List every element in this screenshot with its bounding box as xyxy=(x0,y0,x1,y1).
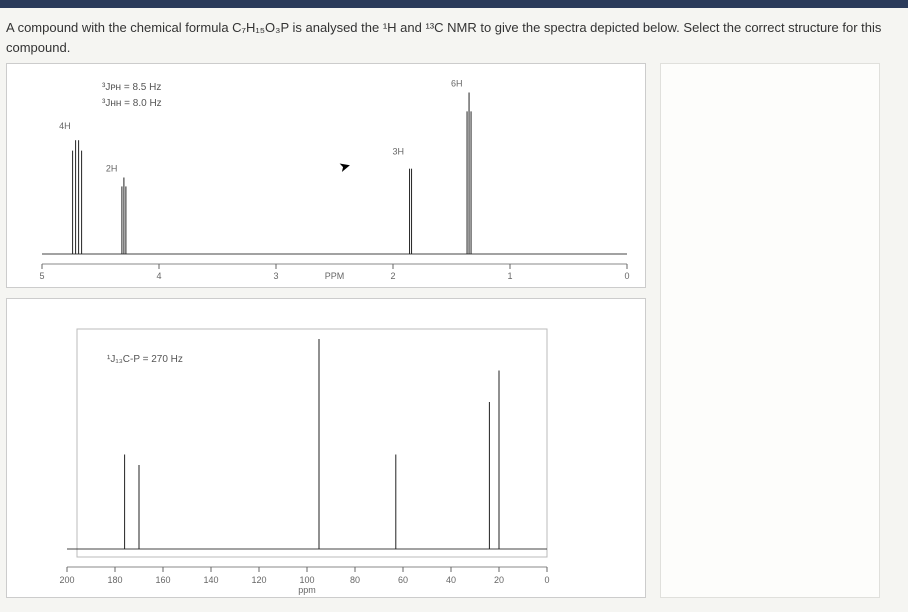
svg-text:200: 200 xyxy=(59,575,74,585)
svg-text:40: 40 xyxy=(446,575,456,585)
svg-text:3: 3 xyxy=(273,271,278,281)
svg-text:140: 140 xyxy=(203,575,218,585)
svg-text:4H: 4H xyxy=(59,121,71,131)
c-nmr-panel: ¹J₁₃C-P = 270 Hz 20018016014012010080604… xyxy=(6,298,646,598)
svg-text:160: 160 xyxy=(155,575,170,585)
answer-area-placeholder xyxy=(660,63,880,598)
svg-text:0: 0 xyxy=(624,271,629,281)
svg-text:1: 1 xyxy=(507,271,512,281)
svg-text:5: 5 xyxy=(39,271,44,281)
svg-text:ppm: ppm xyxy=(298,585,316,595)
h-nmr-panel: ³Jᴘʜ = 8.5 Hz ³Jʜʜ = 8.0 Hz ➤ 543210PPM4… xyxy=(6,63,646,288)
svg-text:2: 2 xyxy=(390,271,395,281)
svg-text:120: 120 xyxy=(251,575,266,585)
question-text: A compound with the chemical formula C₇H… xyxy=(0,8,908,63)
spectra-column: ³Jᴘʜ = 8.5 Hz ³Jʜʜ = 8.0 Hz ➤ 543210PPM4… xyxy=(6,63,646,598)
svg-text:20: 20 xyxy=(494,575,504,585)
h-coupling-1: ³Jᴘʜ = 8.5 Hz xyxy=(102,82,161,93)
svg-text:4: 4 xyxy=(156,271,161,281)
h-coupling-2: ³Jʜʜ = 8.0 Hz xyxy=(102,98,162,109)
svg-text:6H: 6H xyxy=(451,79,463,89)
svg-text:PPM: PPM xyxy=(325,271,345,281)
svg-text:60: 60 xyxy=(398,575,408,585)
svg-text:180: 180 xyxy=(107,575,122,585)
svg-text:80: 80 xyxy=(350,575,360,585)
svg-text:2H: 2H xyxy=(106,164,118,174)
c-coupling: ¹J₁₃C-P = 270 Hz xyxy=(107,354,183,365)
top-accent-bar xyxy=(0,0,908,8)
svg-text:100: 100 xyxy=(299,575,314,585)
content-row: ³Jᴘʜ = 8.5 Hz ³Jʜʜ = 8.0 Hz ➤ 543210PPM4… xyxy=(0,63,908,598)
c-nmr-svg: 200180160140120100806040200ppm xyxy=(7,299,646,598)
svg-text:3H: 3H xyxy=(393,147,405,157)
svg-text:0: 0 xyxy=(544,575,549,585)
